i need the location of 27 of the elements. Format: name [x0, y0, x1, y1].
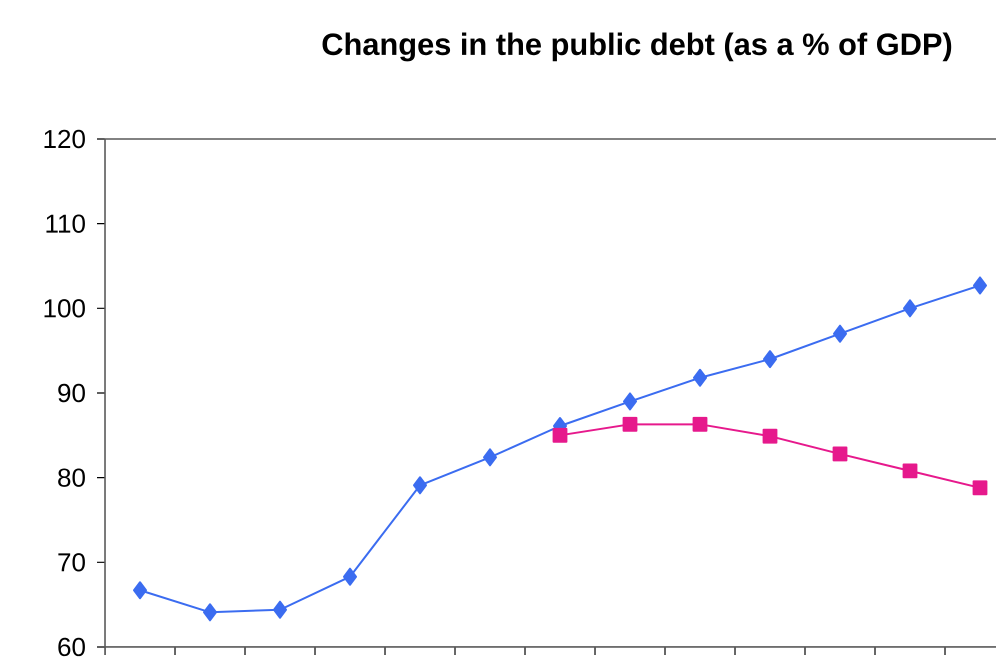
point — [762, 428, 778, 444]
point — [622, 416, 638, 432]
point — [413, 476, 428, 494]
point — [203, 603, 218, 622]
point — [902, 463, 918, 478]
point — [903, 299, 918, 318]
point — [693, 368, 708, 387]
y-tick-label: 100 — [44, 299, 85, 318]
y-tick-label: 70 — [58, 553, 85, 572]
point — [763, 350, 778, 368]
point — [692, 416, 708, 432]
y-tick-label: 110 — [46, 214, 85, 233]
point — [623, 392, 638, 410]
point — [552, 428, 568, 443]
y-tick-label: 120 — [44, 130, 85, 148]
point — [133, 581, 148, 600]
point — [833, 324, 848, 343]
chart-title: Changes in the public debt (as a % of GDP) — [322, 32, 952, 62]
y-tick-label: 80 — [58, 468, 85, 487]
point — [972, 480, 988, 496]
point — [973, 276, 987, 294]
point — [273, 600, 288, 619]
point — [832, 446, 848, 462]
point — [483, 448, 498, 466]
point — [343, 568, 358, 586]
y-tick-label: 90 — [58, 384, 85, 402]
y-tick-label: 60 — [58, 638, 85, 656]
